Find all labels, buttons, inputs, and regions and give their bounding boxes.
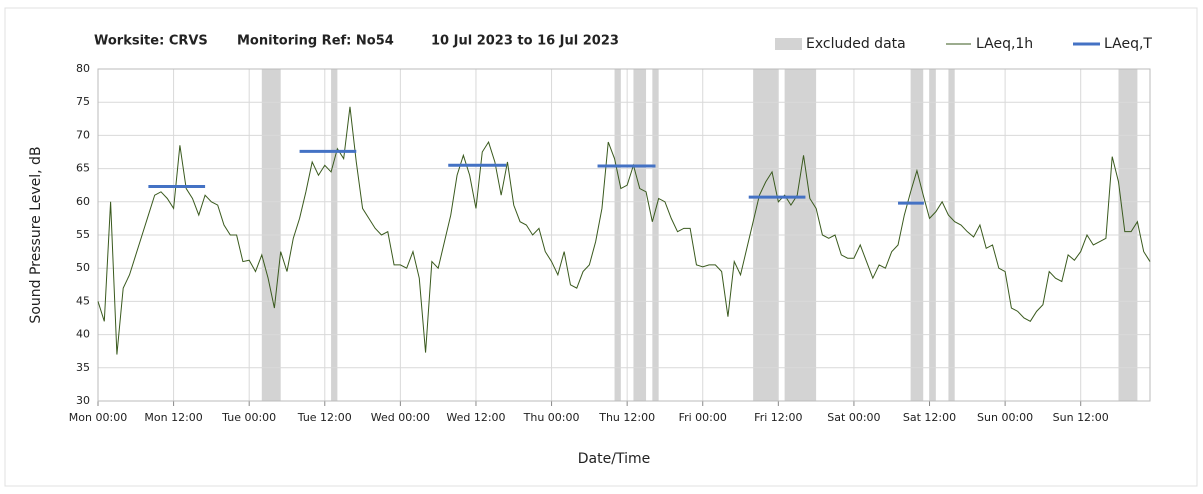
x-tick-label: Sat 00:00 bbox=[827, 411, 880, 424]
y-tick-label: 40 bbox=[76, 328, 90, 341]
y-axis-label: Sound Pressure Level, dB bbox=[28, 146, 44, 323]
legend-swatch bbox=[775, 38, 802, 50]
x-tick-label: Fri 00:00 bbox=[679, 411, 727, 424]
frame bbox=[4, 7, 1198, 487]
title-ref: Monitoring Ref: No54 bbox=[237, 34, 394, 49]
x-tick-label: Sun 00:00 bbox=[977, 411, 1033, 424]
x-tick-label: Tue 00:00 bbox=[221, 411, 276, 424]
y-tick-label: 30 bbox=[76, 394, 90, 407]
plot-border bbox=[97, 68, 1151, 402]
x-tick-label: Wed 12:00 bbox=[446, 411, 505, 424]
legend-label: LAeq,T bbox=[1104, 36, 1152, 52]
x-tick-label: Mon 00:00 bbox=[69, 411, 127, 424]
y-tick-label: 50 bbox=[76, 261, 90, 274]
y-tick-label: 65 bbox=[76, 162, 90, 175]
x-tick-label: Sat 12:00 bbox=[903, 411, 956, 424]
y-tick-label: 70 bbox=[76, 128, 90, 141]
title-dates: 10 Jul 2023 to 16 Jul 2023 bbox=[431, 34, 619, 49]
y-tick-label: 75 bbox=[76, 95, 90, 108]
y-tick-label: 80 bbox=[76, 62, 90, 75]
x-axis-label: Date/Time bbox=[578, 451, 650, 467]
legend-label: LAeq,1h bbox=[976, 36, 1033, 52]
title-site: Worksite: CRVS bbox=[94, 34, 208, 49]
line-series bbox=[97, 106, 1151, 355]
x-tick-label: Tue 12:00 bbox=[297, 411, 352, 424]
x-tick-label: Thu 12:00 bbox=[598, 411, 655, 424]
y-tick-label: 45 bbox=[76, 294, 90, 307]
y-tick-label: 35 bbox=[76, 361, 90, 374]
legend-label: Excluded data bbox=[806, 36, 906, 52]
x-tick-label: Sun 12:00 bbox=[1053, 411, 1109, 424]
x-tick-label: Mon 12:00 bbox=[144, 411, 202, 424]
x-tick-label: Fri 12:00 bbox=[754, 411, 802, 424]
x-tick-label: Wed 00:00 bbox=[371, 411, 430, 424]
y-tick-label: 60 bbox=[76, 195, 90, 208]
x-tick-label: Thu 00:00 bbox=[523, 411, 580, 424]
y-tick-label: 55 bbox=[76, 228, 90, 241]
